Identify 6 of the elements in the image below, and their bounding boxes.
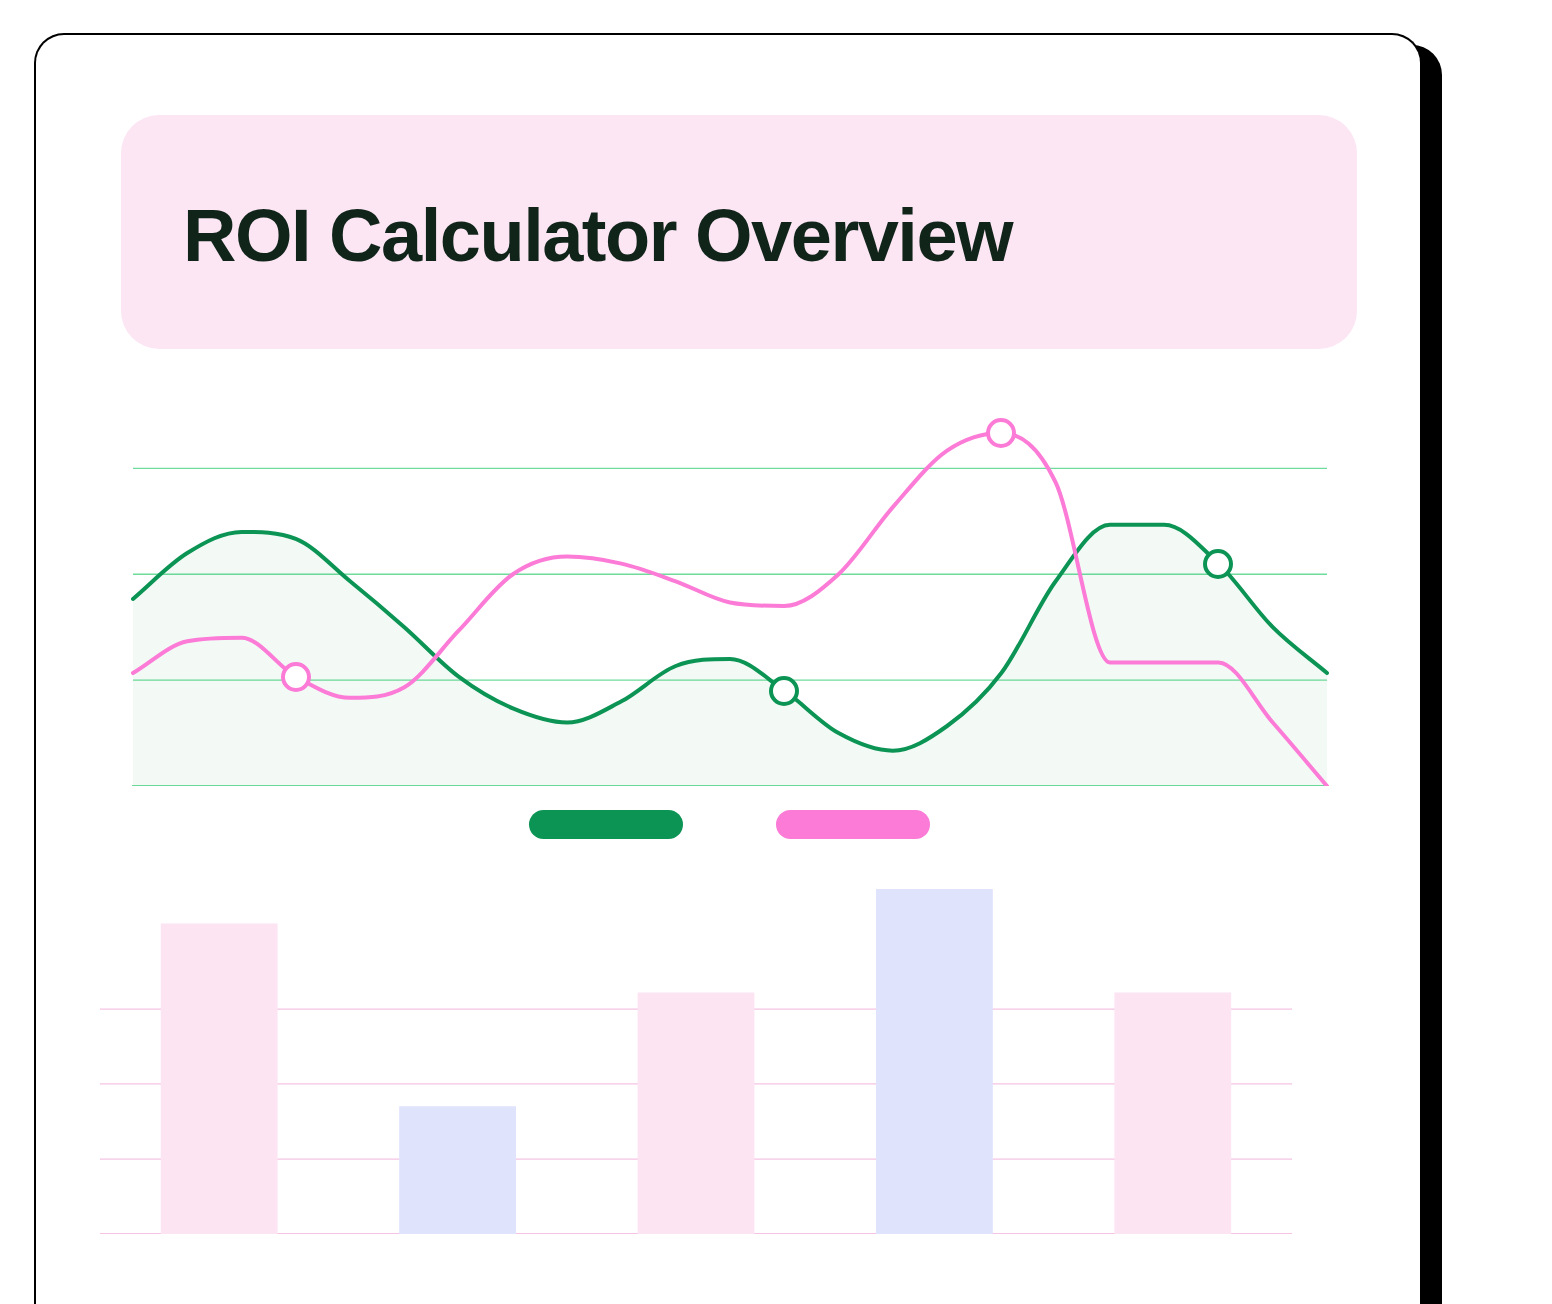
bar: [1114, 992, 1232, 1234]
chart-title: ROI Calculator Overview: [183, 193, 1013, 278]
bar: [160, 923, 278, 1234]
bar: [399, 1106, 517, 1234]
bar: [637, 992, 755, 1234]
bar: [875, 888, 993, 1234]
